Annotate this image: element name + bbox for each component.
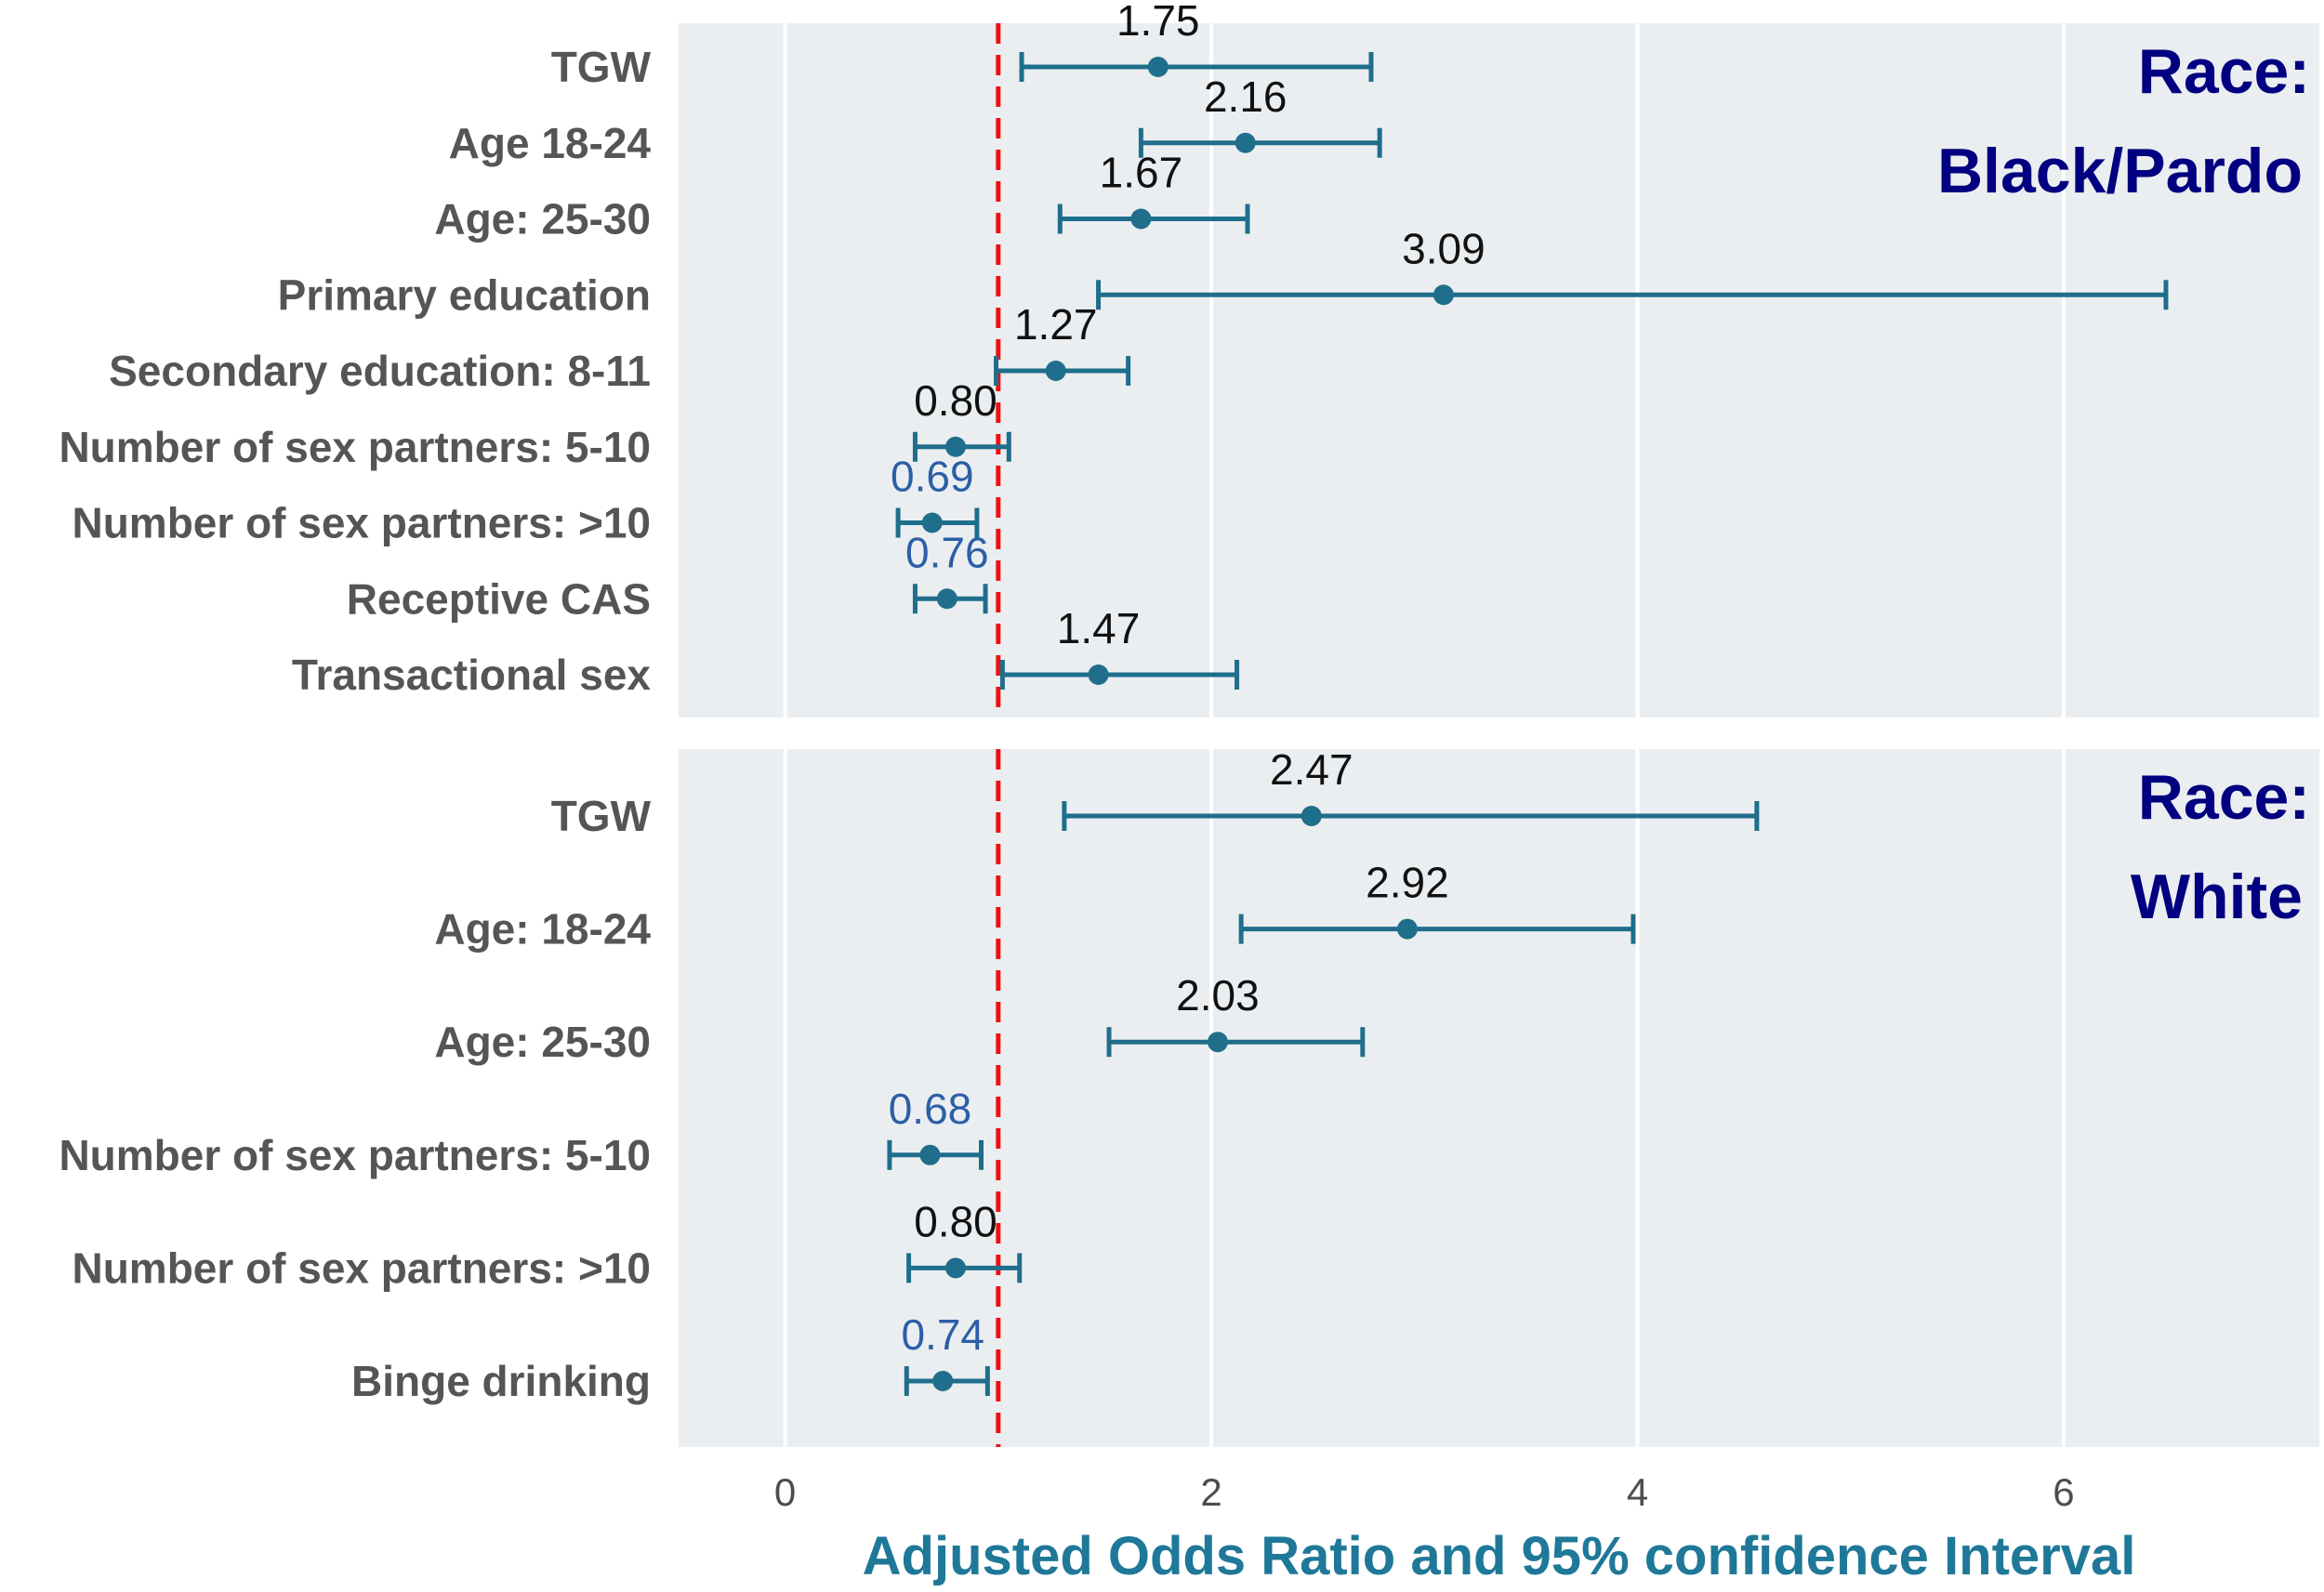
estimate-point xyxy=(936,588,957,610)
estimate-label: 2.03 xyxy=(1176,971,1260,1020)
estimate-point xyxy=(1235,132,1256,153)
estimate-point xyxy=(1433,284,1454,306)
row-label: Number of sex partners: 5-10 xyxy=(59,423,651,471)
row-label: Number of sex partners: >10 xyxy=(72,1243,651,1292)
estimate-label: 0.80 xyxy=(914,1197,997,1245)
estimate-label: 0.68 xyxy=(889,1085,972,1133)
x-tick-label: 0 xyxy=(774,1470,796,1514)
estimate-label: 2.16 xyxy=(1204,72,1287,121)
row-label: Age: 18-24 xyxy=(434,905,651,954)
row-label: Receptive CAS xyxy=(347,574,651,623)
estimate-label: 1.67 xyxy=(1100,149,1183,197)
estimate-point xyxy=(1130,208,1152,230)
estimate-label: 2.47 xyxy=(1270,745,1353,794)
estimate-point xyxy=(921,512,943,533)
x-tick-label: 6 xyxy=(2053,1470,2074,1514)
x-tick-label: 2 xyxy=(1200,1470,1221,1514)
panel-label-line2: White xyxy=(2131,862,2303,932)
panel-label-line1: Race: xyxy=(2138,762,2310,833)
estimate-label: 0.74 xyxy=(901,1310,984,1359)
estimate-label: 3.09 xyxy=(1402,224,1486,272)
row-label: Number of sex partners: >10 xyxy=(72,499,651,547)
estimate-label: 1.47 xyxy=(1057,604,1141,652)
estimate-point xyxy=(1301,806,1322,826)
estimate-point xyxy=(1396,918,1418,940)
estimate-point xyxy=(1207,1032,1228,1053)
panel-label-line1: Race: xyxy=(2138,36,2310,107)
estimate-point xyxy=(944,436,966,457)
row-label: Secondary education: 8-11 xyxy=(109,347,651,395)
row-label: TGW xyxy=(551,792,652,840)
x-tick-label: 4 xyxy=(1627,1470,1648,1514)
row-label: Binge drinking xyxy=(351,1357,651,1405)
row-label: Transactional sex xyxy=(292,651,651,699)
row-label: Age 18-24 xyxy=(449,119,652,167)
row-label: Age: 25-30 xyxy=(434,195,651,243)
x-axis-title: Adjusted Odds Ratio and 95% confidence I… xyxy=(863,1526,2136,1586)
estimate-label: 1.75 xyxy=(1116,0,1200,45)
row-label: Number of sex partners: 5-10 xyxy=(59,1131,651,1179)
estimate-point xyxy=(1088,664,1109,685)
estimate-label: 2.92 xyxy=(1366,859,1449,907)
row-label: Age: 25-30 xyxy=(434,1018,651,1066)
panel-background xyxy=(679,749,2319,1447)
estimate-label: 1.27 xyxy=(1014,300,1098,349)
estimate-point xyxy=(1147,57,1169,77)
estimate-point xyxy=(932,1371,954,1391)
estimate-label: 0.69 xyxy=(891,453,974,501)
panel-label-line2: Black/Pardo xyxy=(1937,136,2303,206)
estimate-point xyxy=(944,1257,966,1279)
estimate-label: 0.80 xyxy=(914,376,997,425)
panel-background xyxy=(679,23,2319,717)
row-label: TGW xyxy=(551,43,652,91)
row-label: Primary education xyxy=(278,270,651,319)
estimate-point xyxy=(919,1144,941,1165)
estimate-point xyxy=(1045,361,1066,381)
estimate-label: 0.76 xyxy=(905,528,989,576)
